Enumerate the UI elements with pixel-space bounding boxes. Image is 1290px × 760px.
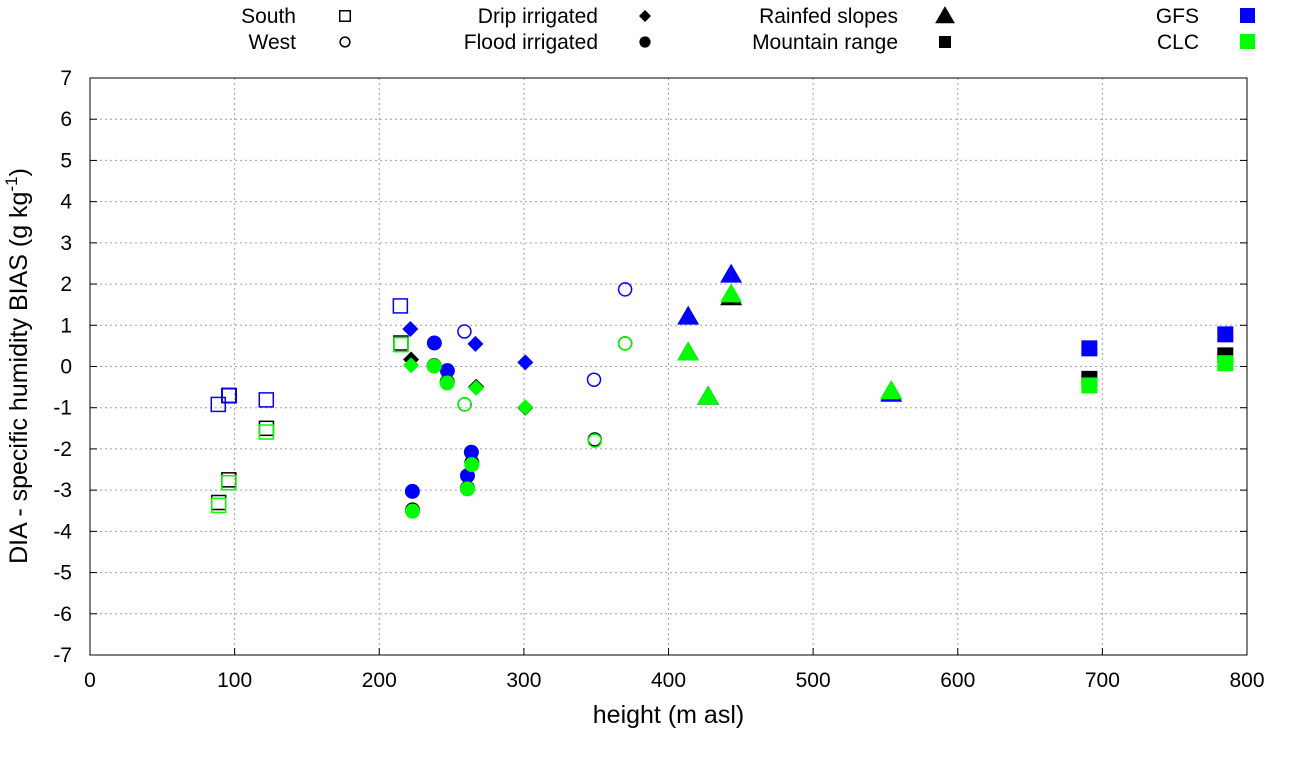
data-point-base-south — [258, 420, 275, 437]
data-point-base-south — [221, 387, 237, 404]
plot-border — [89, 77, 1248, 656]
x-tick-label: 500 — [796, 669, 831, 692]
data-point-clc-south — [221, 474, 237, 491]
x-tick-label: 700 — [1085, 669, 1120, 692]
x-tick-label: 0 — [84, 669, 96, 692]
y-tick-label: 0 — [60, 356, 72, 379]
legend-label-clc: CLC — [1157, 31, 1199, 54]
legend-label-mountain: Mountain range — [752, 31, 898, 54]
data-point-gfs-flood — [404, 483, 420, 499]
legend-marker-flood — [639, 36, 651, 48]
data-point-clc-drip — [517, 399, 534, 416]
data-point-clc-west — [457, 397, 472, 412]
y-tick-label: -1 — [53, 397, 72, 420]
y-tick-label: -5 — [53, 562, 72, 585]
x-tick-label: 300 — [506, 669, 541, 692]
legend-label-south: South — [241, 5, 296, 28]
legend-swatch-clc — [1240, 34, 1255, 49]
legend-label-rainfed: Rainfed slopes — [759, 5, 898, 28]
data-point-gfs-flood — [463, 444, 479, 460]
y-axis-label-close: ) — [5, 168, 33, 176]
data-point-clc-west — [587, 433, 602, 448]
data-point-gfs-drip — [467, 335, 484, 352]
data-point-base-south — [210, 494, 227, 511]
x-tick-label: 200 — [362, 669, 397, 692]
legend-label-flood: Flood irrigated — [464, 31, 598, 54]
legend-marker-mountain — [939, 36, 951, 48]
x-tick-label: 400 — [651, 669, 686, 692]
y-axis-label: DIA - specific humidity BIAS (g kg-1) — [2, 168, 33, 564]
legend-marker-drip — [639, 10, 651, 22]
data-point-clc-drip — [468, 379, 485, 396]
y-tick-label: 7 — [60, 67, 72, 90]
y-axis-label-sup: -1 — [2, 176, 21, 191]
data-point-clc-rainfed — [720, 283, 743, 303]
data-point-gfs-mountain — [1217, 326, 1234, 343]
x-tick-label: 100 — [217, 669, 252, 692]
data-point-gfs-mountain — [1081, 340, 1098, 357]
data-point-clc-flood — [439, 375, 455, 391]
legend-label-west: West — [249, 31, 297, 54]
data-point-gfs-drip — [517, 354, 534, 371]
data-point-clc-drip — [403, 357, 420, 374]
y-axis-label-main: DIA - specific humidity BIAS (g kg — [5, 192, 33, 564]
y-tick-label: -7 — [53, 644, 72, 667]
y-tick-label: -2 — [53, 438, 72, 461]
data-point-base-south — [221, 472, 237, 488]
y-tick-label: -3 — [53, 479, 72, 502]
data-point-gfs-drip — [402, 320, 419, 337]
data-point-clc-south — [393, 336, 409, 353]
data-point-clc-south — [258, 424, 275, 440]
data-point-clc-mountain — [1081, 377, 1098, 394]
y-tick-label: 1 — [60, 314, 72, 337]
legend-label-drip: Drip irrigated — [478, 5, 598, 28]
data-point-gfs-south — [392, 298, 409, 314]
data-point-clc-flood — [405, 503, 421, 519]
data-point-clc-rainfed — [880, 380, 903, 400]
x-tick-label: 600 — [940, 669, 975, 692]
y-tick-label: -6 — [53, 603, 72, 626]
data-point-clc-rainfed — [697, 385, 720, 405]
data-point-gfs-west — [617, 282, 633, 297]
data-point-gfs-rainfed — [677, 305, 700, 325]
legend-marker-south — [339, 10, 351, 22]
legend-label-gfs: GFS — [1156, 5, 1199, 28]
data-point-gfs-west — [457, 324, 472, 339]
data-point-gfs-rainfed — [720, 263, 743, 283]
legend-marker-west — [339, 36, 351, 48]
data-point-gfs-south — [258, 392, 275, 408]
data-point-gfs-flood — [439, 363, 455, 379]
data-point-gfs-south — [210, 396, 227, 413]
y-tick-label: 4 — [60, 191, 72, 214]
data-point-clc-mountain — [1217, 355, 1234, 372]
data-point-gfs-west — [586, 372, 602, 387]
data-point-clc-rainfed — [677, 341, 700, 361]
y-tick-label: -4 — [53, 520, 72, 543]
y-tick-label: 6 — [60, 108, 72, 131]
data-point-clc-south — [210, 497, 227, 514]
x-axis-label: height (m asl) — [593, 701, 744, 729]
y-tick-label: 5 — [60, 149, 72, 172]
data-point-clc-west — [617, 336, 633, 351]
data-point-clc-flood — [426, 358, 442, 374]
data-point-gfs-flood — [426, 335, 442, 351]
y-tick-label: 2 — [60, 273, 72, 296]
data-point-gfs-south — [221, 388, 238, 404]
x-tick-label: 800 — [1229, 669, 1264, 692]
legend-marker-rainfed — [935, 6, 955, 24]
data-point-clc-flood — [464, 457, 480, 473]
legend-swatch-gfs — [1240, 8, 1255, 23]
data-point-clc-flood — [459, 481, 475, 497]
y-tick-label: 3 — [60, 232, 72, 255]
